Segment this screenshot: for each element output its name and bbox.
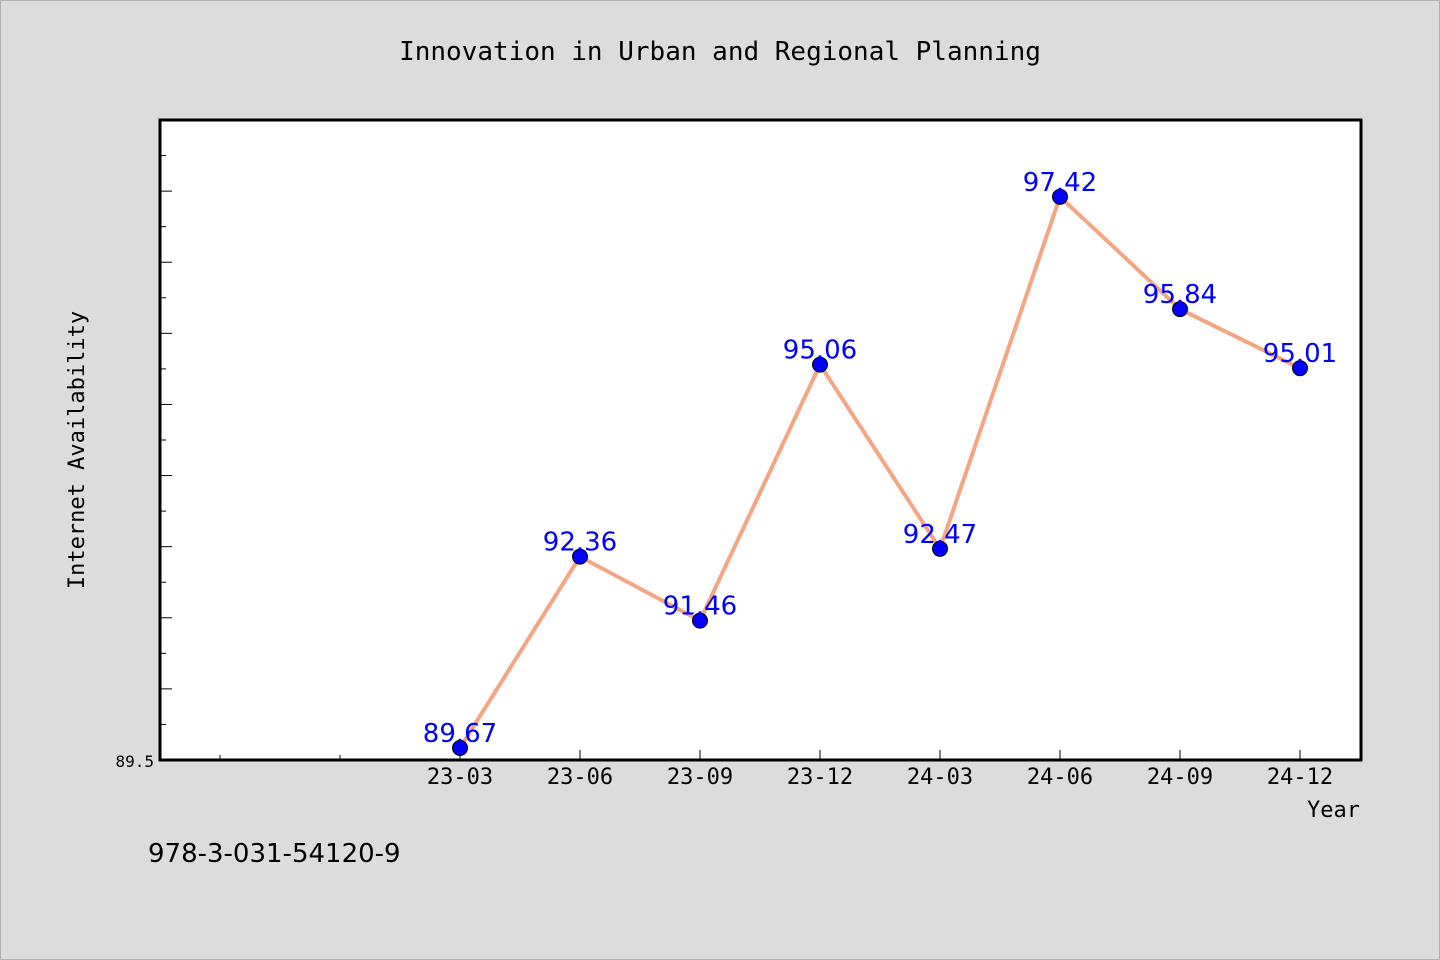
data-point-marker	[1172, 301, 1188, 318]
series-marker-group	[452, 188, 1308, 756]
x-tick-label: 24-06	[1027, 765, 1093, 790]
data-point-marker	[692, 612, 708, 629]
data-point-marker	[1052, 188, 1068, 205]
data-point-marker	[572, 548, 588, 565]
data-label: 92.36	[543, 528, 617, 558]
series-line-segment	[818, 362, 942, 551]
data-label: 91.46	[663, 592, 737, 622]
series-line-segment	[698, 362, 822, 623]
series-line-segment	[1178, 307, 1302, 371]
data-label: 95.06	[783, 336, 857, 366]
series-line-segment	[578, 554, 702, 623]
data-label: 92.47	[903, 520, 977, 550]
data-point-marker	[932, 540, 948, 557]
x-tick-label: 24-09	[1147, 765, 1213, 790]
y-tick-label-min: 89.5	[115, 752, 154, 771]
x-tick-label: 23-09	[667, 765, 733, 790]
series-line-segment	[458, 554, 582, 750]
isbn-footer: 978-3-031-54120-9	[148, 839, 401, 869]
data-label: 95.84	[1143, 280, 1217, 310]
x-axis-label: Year	[1307, 798, 1360, 823]
series-line-segment	[1058, 194, 1182, 312]
x-tick-label: 23-06	[547, 765, 613, 790]
x-tick-label: 23-03	[427, 765, 493, 790]
data-label: 89.67	[423, 719, 497, 749]
data-point-marker	[812, 356, 828, 373]
series-line-group	[458, 194, 1302, 750]
data-label-group: 89.67 92.36 91.46 95.06 92.47 97.42 95.84 95.01	[423, 168, 1337, 749]
data-point-marker	[452, 739, 468, 756]
x-tick-label: 24-03	[907, 765, 973, 790]
y-axis-ticks	[160, 119, 172, 761]
data-label: 95.01	[1263, 339, 1337, 369]
x-tick-labels: 23-03 23-06 23-09 23-12 24-03 24-06 24-09 24-12	[427, 765, 1333, 790]
chart-title: Innovation in Urban and Regional Plannin…	[399, 37, 1041, 67]
x-tick-label: 24-12	[1267, 765, 1333, 790]
x-tick-label: 23-12	[787, 765, 853, 790]
data-label: 97.42	[1023, 168, 1097, 198]
y-axis-label: Internet Availability	[65, 311, 90, 589]
data-point-marker	[1292, 360, 1308, 377]
series-line-segment	[938, 194, 1062, 551]
plot-area	[158, 118, 1363, 762]
